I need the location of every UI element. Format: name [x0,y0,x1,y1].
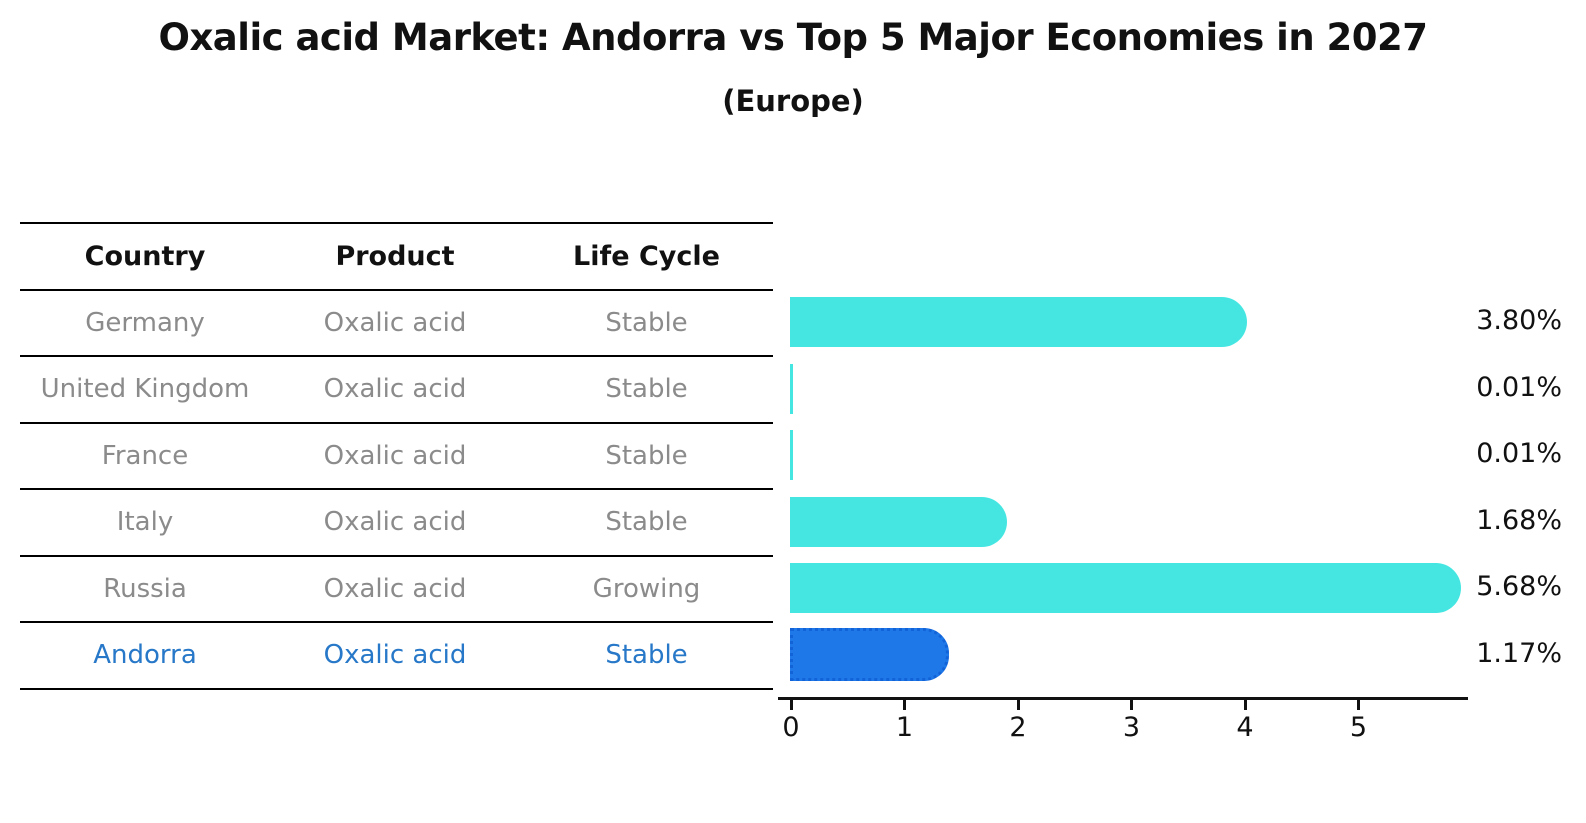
table-cell-country: Russia [103,573,187,604]
x-axis-tick [1016,700,1020,710]
table-row: Andorra Oxalic acid Stable [20,623,773,690]
bar-andorra [790,628,949,682]
table-cell-country: France [101,440,189,471]
table-cell-product: Oxalic acid [323,573,467,604]
table-cell-product: Oxalic acid [323,440,467,471]
table-cell-lifecycle: Stable [605,640,688,671]
country-table: Country Product Life Cycle Germany Oxalic… [20,222,773,690]
x-axis-tick-label: 5 [1349,712,1368,743]
value-label: 3.80% [1476,305,1562,337]
x-axis-tick [1243,700,1247,710]
value-label: 5.68% [1476,571,1562,603]
value-label: 1.68% [1476,504,1562,536]
table-cell-country: Italy [116,507,174,538]
value-label: 0.01% [1476,371,1562,403]
chart-subtitle: (Europe) [722,84,864,118]
table-row: Germany Oxalic acid Stable [20,291,773,357]
table-cell-country: Andorra [93,640,197,671]
x-axis-tick [789,700,793,710]
table-row: Italy Oxalic acid Stable [20,490,773,557]
x-axis-tick-label: 1 [895,712,914,743]
x-axis-tick-label: 2 [1009,712,1027,743]
x-axis-tick [903,700,906,710]
table-header-country: Country [84,240,206,272]
table-cell-country: Germany [85,307,205,338]
x-axis-tick-label: 0 [782,712,800,743]
bar-united-kingdom [790,363,793,414]
x-axis-tick [1357,700,1360,710]
bar-france [790,430,793,481]
table-cell-lifecycle: Stable [605,307,688,338]
table-cell-product: Oxalic acid [323,374,467,405]
table-cell-lifecycle: Stable [605,507,688,538]
chart-title: Oxalic acid Market: Andorra vs Top 5 Maj… [158,16,1428,59]
table-cell-lifecycle: Stable [605,440,688,471]
x-axis-line [778,697,1468,700]
bar-germany [790,297,1248,348]
bar-italy [790,496,1007,547]
value-label: 1.17% [1476,637,1562,669]
table-header-product: Product [335,240,455,272]
x-axis-tick-label: 4 [1236,712,1254,743]
table-cell-product: Oxalic acid [323,307,467,338]
table-cell-lifecycle: Growing [592,573,701,604]
table-cell-product: Oxalic acid [323,507,467,538]
table-row: Russia Oxalic acid Growing [20,557,773,623]
table-cell-lifecycle: Stable [605,374,688,405]
value-label: 0.01% [1476,438,1562,470]
table-cell-product: Oxalic acid [323,640,467,671]
table-header-row: Country Product Life Cycle [20,224,773,291]
x-axis-tick-label: 3 [1122,712,1141,743]
table-body: Germany Oxalic acid Stable United Kingdom Ox… [20,291,773,690]
table-row: France Oxalic acid Stable [20,424,773,490]
bar-russia [790,563,1461,614]
table-cell-country: United Kingdom [40,374,250,405]
table-row: United Kingdom Oxalic acid Stable [20,357,773,424]
table-header-lifecycle: Life Cycle [573,240,720,272]
x-axis-tick [1130,700,1133,710]
